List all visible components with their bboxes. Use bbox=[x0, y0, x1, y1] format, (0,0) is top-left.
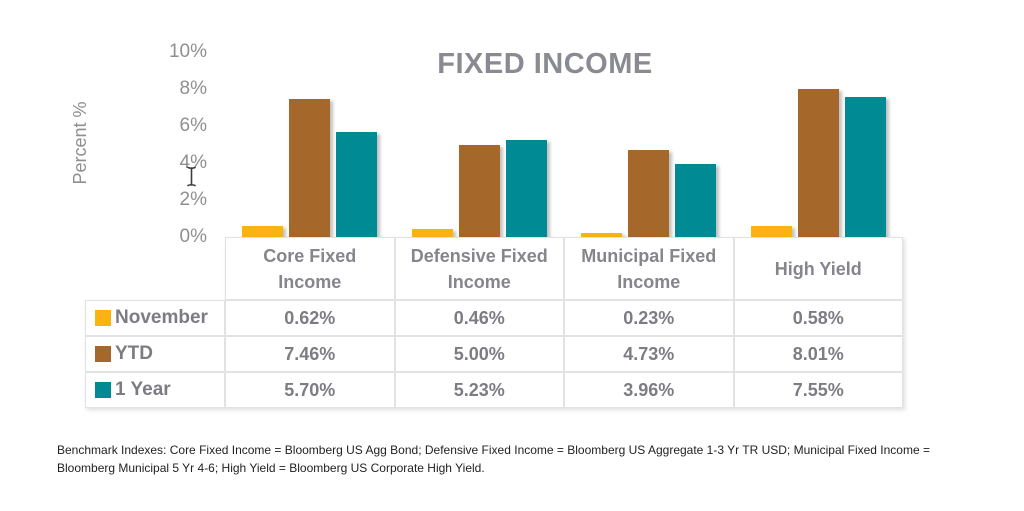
legend-swatch-icon bbox=[95, 346, 111, 362]
y-tick-label: 6% bbox=[179, 115, 207, 136]
bar-group-3 bbox=[564, 52, 734, 237]
value-cell: 5.00% bbox=[394, 336, 564, 372]
legend-label: November bbox=[115, 307, 208, 328]
bar-november bbox=[411, 228, 453, 237]
chart-title: FIXED INCOME bbox=[437, 48, 653, 80]
legend-cell: November bbox=[85, 300, 225, 336]
column-header: High Yield bbox=[733, 237, 903, 300]
value-cell: 0.23% bbox=[564, 300, 734, 336]
column-header: Municipal Fixed Income bbox=[564, 237, 734, 300]
benchmark-footnote: Benchmark Indexes: Core Fixed Income = B… bbox=[57, 443, 930, 475]
y-axis-ticks: 10% 8% 6% 4% 2% 0% bbox=[130, 0, 207, 260]
y-tick-label: 10% bbox=[168, 41, 207, 62]
y-tick-label: 8% bbox=[179, 78, 207, 99]
y-tick-label: 0% bbox=[179, 226, 207, 247]
bar-group-2 bbox=[395, 52, 565, 237]
legend-label: YTD bbox=[115, 343, 153, 364]
value-cell: 3.96% bbox=[564, 372, 734, 408]
bar-group-1 bbox=[225, 52, 395, 237]
value-cell: 5.23% bbox=[394, 372, 564, 408]
value-cell: 8.01% bbox=[733, 336, 903, 372]
bar-group-4 bbox=[734, 52, 904, 237]
value-cell: 4.73% bbox=[564, 336, 734, 372]
bar-november bbox=[242, 225, 284, 237]
bar-november bbox=[750, 226, 792, 237]
bar-1-year bbox=[844, 97, 886, 237]
value-cell: 7.55% bbox=[733, 372, 903, 408]
bar-ytd bbox=[797, 88, 839, 237]
y-tick-label: 2% bbox=[179, 189, 207, 210]
bar-ytd bbox=[628, 149, 670, 237]
column-header: Defensive Fixed Income bbox=[394, 237, 564, 300]
table-corner-spacer bbox=[85, 237, 225, 300]
text-cursor-icon bbox=[186, 166, 197, 192]
bar-november bbox=[581, 232, 623, 237]
legend-cell: YTD bbox=[85, 336, 225, 372]
value-cell: 5.70% bbox=[225, 372, 395, 408]
value-cell: 0.58% bbox=[733, 300, 903, 336]
plot-area bbox=[225, 52, 903, 237]
y-tick-label: 4% bbox=[179, 152, 207, 173]
value-cell: 0.62% bbox=[225, 300, 395, 336]
bar-1-year bbox=[336, 131, 378, 237]
value-cell: 7.46% bbox=[225, 336, 395, 372]
value-cell: 0.46% bbox=[394, 300, 564, 336]
legend-swatch-icon bbox=[95, 310, 111, 326]
bar-1-year bbox=[505, 140, 547, 237]
legend-cell: 1 Year bbox=[85, 372, 225, 408]
bar-ytd bbox=[458, 144, 500, 237]
data-table: Core Fixed Income Defensive Fixed Income M… bbox=[85, 237, 903, 408]
column-header: Core Fixed Income bbox=[225, 237, 395, 300]
bar-1-year bbox=[675, 163, 717, 237]
bar-ytd bbox=[289, 99, 331, 237]
legend-label: 1 Year bbox=[115, 379, 171, 400]
y-axis-label: Percent % bbox=[70, 101, 90, 185]
legend-swatch-icon bbox=[95, 382, 111, 398]
